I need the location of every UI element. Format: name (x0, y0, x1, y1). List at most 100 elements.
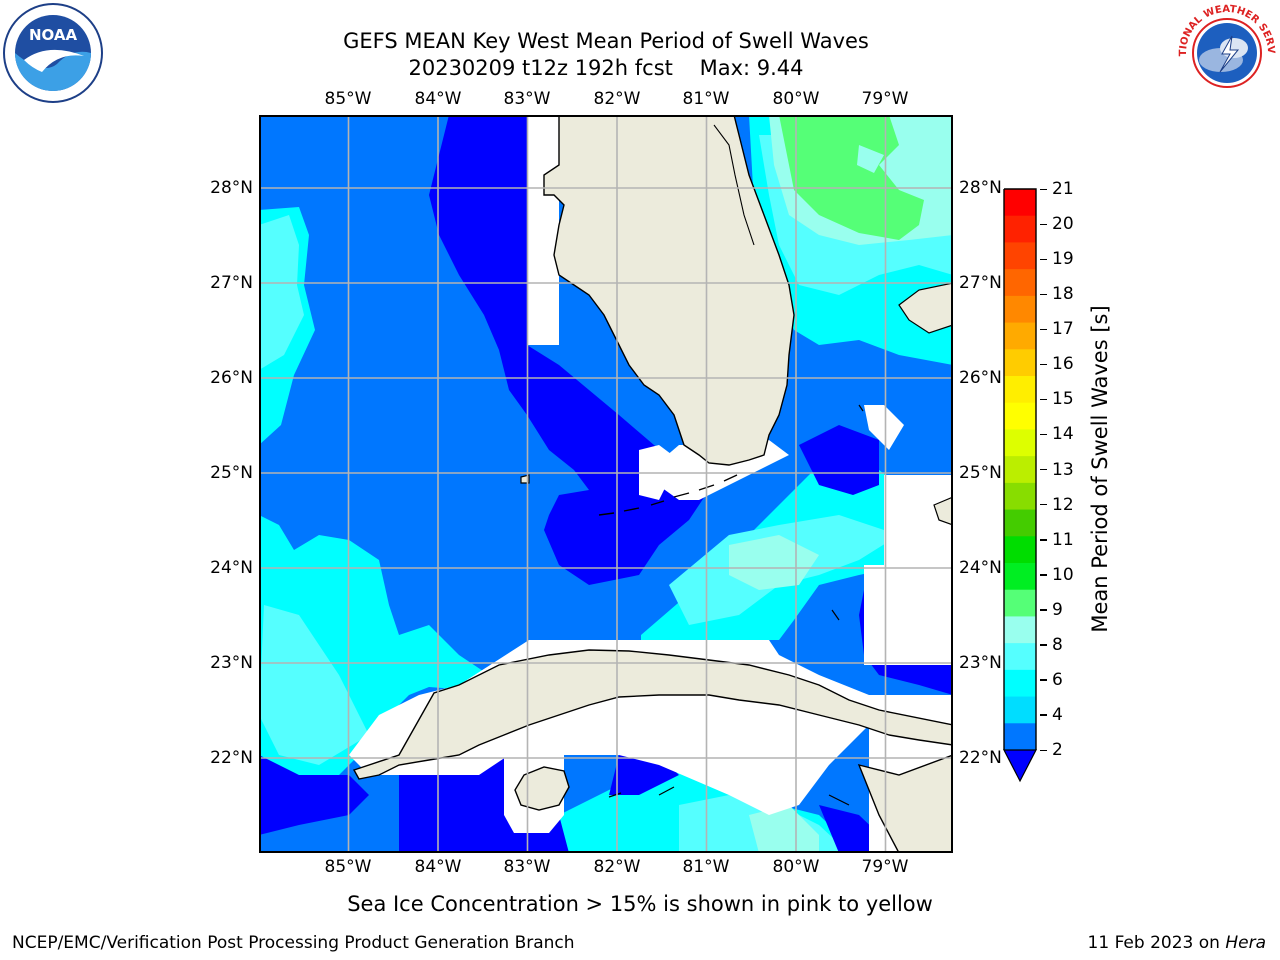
colorbar-band (1004, 482, 1036, 511)
colorbar-tick-mark (1040, 679, 1047, 681)
colorbar-tick-mark (1040, 714, 1047, 716)
colorbar-tick-mark (1040, 609, 1047, 611)
colorbar-tick-label: 18 (1052, 284, 1074, 305)
lon-label-top: 82°W (593, 89, 641, 109)
colorbar-band (1004, 456, 1036, 484)
colorbar-band (1004, 215, 1036, 243)
map-graticule (259, 115, 953, 853)
credit-text: NCEP/EMC/Verification Post Processing Pr… (12, 933, 575, 953)
colorbar-tick-mark (1040, 433, 1047, 436)
colorbar-tick-mark (1040, 749, 1047, 751)
colorbar-band (1004, 349, 1036, 377)
colorbar-band (1004, 402, 1036, 430)
colorbar-band (1004, 242, 1036, 270)
field-6-8 (259, 215, 304, 370)
cuba-land (352, 649, 953, 780)
sea-ice-note: Sea Ice Concentration > 15% is shown in … (347, 892, 933, 916)
colorbar-tick-label: 6 (1052, 669, 1063, 690)
lat-label-right: 24°N (959, 558, 1002, 578)
colorbar-band (1004, 723, 1036, 751)
colorbar-tick-mark (1040, 574, 1047, 576)
lon-label-bottom: 81°W (682, 857, 730, 877)
colorbar-tick-label: 11 (1052, 529, 1074, 550)
colorbar-band (1004, 189, 1036, 217)
colorbar-tick-mark (1040, 469, 1047, 471)
colorbar-label: Mean Period of Swell Waves [s] (1088, 305, 1112, 633)
colorbar-tick-label: 15 (1052, 389, 1074, 410)
colorbar-tick-label: 2 (1052, 740, 1063, 760)
lon-label-top: 80°W (772, 89, 820, 109)
colorbar-band (1004, 322, 1036, 350)
colorbar-band (1004, 376, 1036, 404)
masked-region (527, 115, 559, 345)
colorbar-band (1004, 429, 1036, 457)
colorbar-band (1004, 295, 1036, 324)
field-9-10 (779, 115, 924, 240)
lon-label-bottom: 84°W (414, 857, 462, 877)
machine-name: Hera (1225, 933, 1266, 953)
lat-label-right: 23°N (959, 653, 1002, 673)
colorbar-band (1004, 509, 1036, 537)
colorbar-band (1004, 563, 1036, 591)
colorbar-tick-mark (1040, 293, 1047, 296)
colorbar-tick-label: 20 (1052, 214, 1074, 235)
lat-label-left: 28°N (210, 178, 253, 198)
colorbar-tick-mark (1040, 328, 1047, 331)
noaa-logo: NOAA (2, 2, 104, 104)
lon-label-top: 85°W (324, 89, 372, 109)
colorbar-tick-mark (1040, 398, 1047, 401)
colorbar-band (1004, 696, 1036, 724)
colorbar-tick-mark (1040, 504, 1047, 506)
colorbar-band (1004, 536, 1036, 564)
lat-label-left: 24°N (210, 558, 253, 578)
lat-label-right: 25°N (959, 463, 1002, 483)
lon-label-bottom: 85°W (324, 857, 372, 877)
colorbar-tick-label: 13 (1052, 459, 1074, 480)
lat-label-left: 26°N (210, 368, 253, 388)
lat-label-right: 22°N (959, 748, 1002, 768)
colorbar-tick-mark (1040, 188, 1047, 190)
colorbar-tick-label: 14 (1052, 424, 1074, 445)
lon-label-top: 81°W (682, 89, 730, 109)
colorbar-tick-label: 16 (1052, 354, 1074, 375)
lon-label-bottom: 82°W (593, 857, 641, 877)
colorbar-tick-label: 17 (1052, 319, 1074, 340)
lat-label-left: 23°N (210, 653, 253, 673)
colorbar-tick-label: 4 (1052, 704, 1063, 725)
lon-label-bottom: 80°W (772, 857, 820, 877)
colorbar-tick-mark (1040, 363, 1047, 366)
colorbar-tick-mark (1040, 258, 1047, 261)
lat-label-right: 27°N (959, 273, 1002, 293)
colorbar (1000, 186, 1040, 784)
colorbar-tick-label: 21 (1052, 179, 1074, 199)
colorbar-tick-label: 12 (1052, 494, 1074, 515)
bahamas-land (898, 282, 953, 334)
colorbar-tick-label: 9 (1052, 599, 1063, 620)
colorbar-tick-mark (1040, 539, 1047, 541)
lon-label-top: 83°W (503, 89, 551, 109)
lat-label-left: 27°N (210, 273, 253, 293)
lat-label-right: 28°N (959, 178, 1002, 198)
date-stamp: 11 Feb 2023 on Hera (1088, 933, 1266, 953)
colorbar-band (1004, 616, 1036, 644)
lon-label-top: 84°W (414, 89, 462, 109)
colorbar-tick-label: 8 (1052, 634, 1063, 655)
colorbar-band (1004, 589, 1036, 617)
colorbar-extend-arrow (1003, 749, 1037, 783)
colorbar-tick-label: 10 (1052, 564, 1074, 585)
map-plot (259, 115, 953, 853)
lon-label-bottom: 83°W (503, 857, 551, 877)
lon-label-top: 79°W (861, 89, 909, 109)
colorbar-band (1004, 269, 1036, 297)
lon-label-bottom: 79°W (861, 857, 909, 877)
nws-logo: NATIONAL WEATHER SERVICE (1172, 0, 1278, 104)
chart-subtitle: 20230209 t12z 192h fcst Max: 9.44 (408, 56, 804, 80)
colorbar-label-wrap: Mean Period of Swell Waves [s] (1085, 186, 1115, 752)
lat-label-left: 25°N (210, 463, 253, 483)
colorbar-tick-label: 19 (1052, 249, 1074, 270)
colorbar-band (1004, 669, 1036, 698)
colorbar-tick-mark (1040, 644, 1047, 646)
svg-text:NOAA: NOAA (29, 26, 78, 44)
colorbar-band (1004, 643, 1036, 671)
lat-label-right: 26°N (959, 368, 1002, 388)
